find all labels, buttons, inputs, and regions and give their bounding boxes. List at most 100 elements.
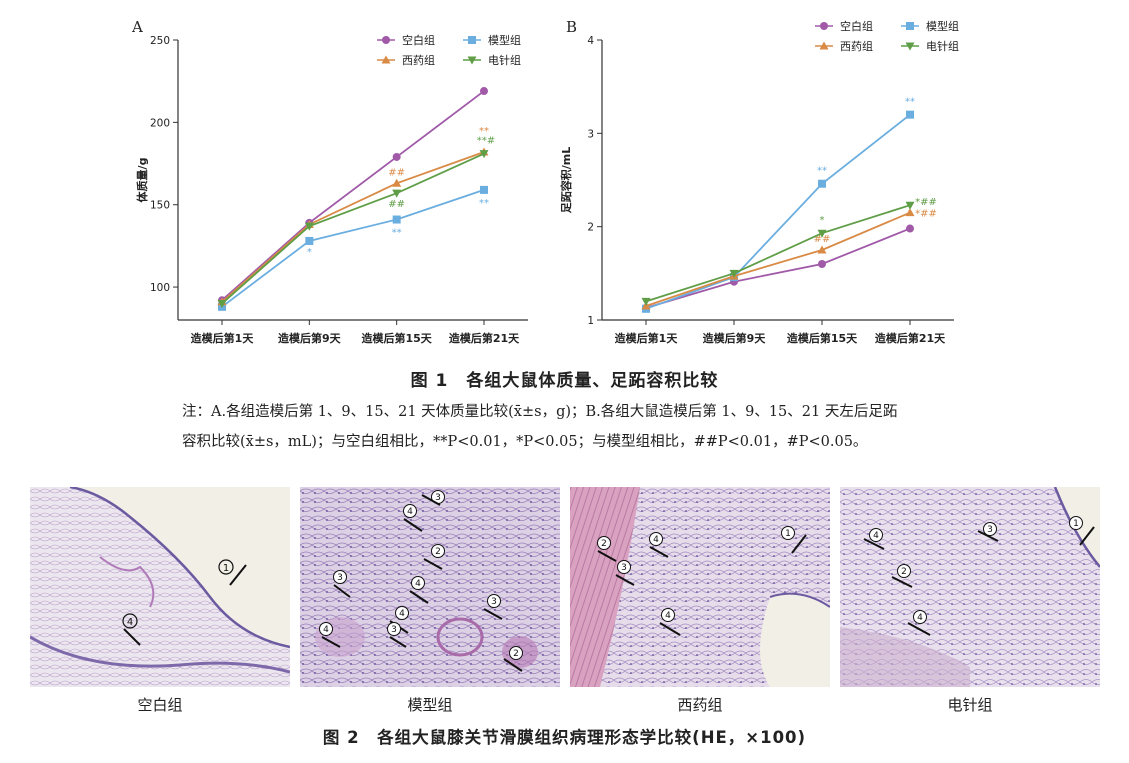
svg-text:1: 1: [223, 563, 229, 574]
significance-label-western: ##: [388, 167, 405, 178]
svg-text:4: 4: [399, 609, 405, 619]
significance-label-acupuncture: ##: [388, 199, 405, 210]
legend-label-western: 西药组: [840, 39, 873, 53]
svg-text:4: 4: [415, 579, 421, 589]
legend-label-model: 模型组: [488, 33, 521, 47]
legend-marker-acupuncture: [905, 42, 915, 51]
series-line-western: [221, 151, 485, 303]
y-axis-label: 体质量/g: [135, 158, 149, 203]
marker-4a: 4: [863, 528, 885, 550]
svg-text:2: 2: [513, 649, 519, 659]
data-point-acupuncture: [304, 222, 314, 231]
marker-2b: 2: [503, 646, 523, 672]
svg-text:1: 1: [785, 529, 791, 539]
svg-text:4: 4: [917, 613, 923, 623]
significance-label-western: *##: [915, 209, 937, 220]
x-tick-label: 造模后第1天: [191, 331, 255, 345]
svg-text:4: 4: [873, 531, 879, 541]
y-axis-label: 足跖容积/mL: [559, 147, 573, 214]
svg-text:3: 3: [435, 493, 441, 503]
data-point-acupuncture: [641, 297, 651, 306]
series-line-acupuncture: [645, 204, 911, 303]
marker-3a: 3: [421, 490, 445, 506]
y-tick-label: 200: [150, 117, 170, 129]
significance-label-model: *: [307, 247, 312, 258]
marker-3: 3: [977, 522, 999, 542]
histology-photo-acupuncture: 4 3 1 2 4: [840, 487, 1100, 687]
figure1-note-line2: 容积比较(x̄±s，mL)；与空白组相比，**P<0.01，*P<0.05；与模…: [182, 434, 868, 450]
data-point-acupuncture: [392, 189, 402, 198]
svg-text:3: 3: [987, 525, 993, 535]
svg-text:3: 3: [391, 625, 397, 635]
y-tick-label: 4: [587, 35, 594, 47]
x-tick-label: 造模后第9天: [278, 331, 342, 345]
data-point-model: [305, 236, 314, 245]
data-point-western: [392, 178, 402, 187]
photo-label-blank: 空白组: [137, 696, 183, 714]
series-line-acupuncture: [221, 152, 485, 305]
legend-label-acupuncture: 电针组: [926, 39, 959, 53]
data-point-acupuncture: [479, 150, 489, 159]
series-line-model: [645, 113, 911, 310]
legend-label-model: 模型组: [926, 19, 959, 33]
figure1-charts: A 100 150 200 250 造模后第1天 造模后第9天 造模后第15天 造模后第21天 体…: [118, 8, 978, 356]
legend-marker-model: [906, 22, 914, 30]
marker-4a: 4: [403, 504, 423, 532]
data-point-model: [818, 179, 826, 188]
marker-4a: 4: [649, 532, 669, 558]
svg-text:2: 2: [601, 539, 607, 549]
data-point-model: [906, 110, 914, 119]
histology-photo-blank: 1 4: [30, 487, 290, 687]
svg-text:4: 4: [127, 617, 133, 628]
significance-label-model: **: [817, 166, 827, 177]
svg-text:4: 4: [323, 625, 329, 635]
legend-label-blank: 空白组: [840, 19, 873, 33]
photo-label-acupuncture: 电针组: [947, 696, 993, 714]
svg-text:2: 2: [901, 567, 907, 577]
marker-2: 2: [597, 536, 617, 562]
legend-label-blank: 空白组: [402, 33, 435, 47]
legend-marker-western: [819, 41, 829, 50]
data-point-model: [480, 185, 488, 194]
x-tick-label: 造模后第21天: [449, 331, 520, 345]
legend-marker-model: [468, 36, 476, 44]
marker-3: 3: [615, 560, 635, 586]
marker-1: 1: [781, 526, 807, 554]
svg-text:4: 4: [407, 507, 413, 517]
svg-text:3: 3: [491, 597, 497, 607]
legend-marker-western: [381, 55, 391, 64]
y-tick-label: 150: [150, 200, 170, 212]
series-line-blank: [221, 90, 485, 301]
marker-3c: 3: [483, 594, 503, 620]
significance-label-acupuncture: *: [820, 215, 825, 226]
data-point-acupuncture: [729, 269, 739, 278]
significance-label-model: **: [479, 198, 489, 209]
legend-marker-acupuncture: [467, 56, 477, 65]
panel-letter: B: [566, 18, 577, 36]
x-tick-label: 造模后第21天: [875, 331, 946, 345]
marker-4d: 4: [319, 622, 341, 648]
legend-marker-blank: [820, 22, 828, 30]
significance-label-acupuncture: **#: [477, 136, 495, 147]
photo-label-western: 西药组: [677, 696, 723, 714]
marker-3d: 3: [387, 622, 407, 648]
marker-4b: 4: [409, 576, 429, 604]
data-point-western: [905, 208, 915, 217]
data-point-acupuncture: [217, 300, 227, 309]
x-tick-label: 造模后第9天: [703, 331, 767, 345]
series-line-blank: [645, 227, 911, 309]
svg-text:3: 3: [621, 563, 627, 573]
panel-letter: A: [131, 18, 143, 36]
series-line-model: [221, 189, 485, 308]
legend-label-acupuncture: 电针组: [488, 53, 521, 67]
marker-4b: 4: [907, 610, 931, 636]
marker-3b: 3: [333, 570, 351, 598]
data-point-blank: [818, 260, 826, 268]
histology-photo-western: 2 4 3 1 4: [570, 487, 830, 687]
data-point-model: [392, 215, 401, 224]
significance-label-western: **: [479, 126, 489, 137]
legend-marker-blank: [382, 36, 390, 44]
marker-4b: 4: [659, 608, 681, 636]
figure1-note-line1: 注：A.各组造模后第 1、9、15、21 天体质量比较(x̄±s，g)；B.各组…: [182, 404, 898, 420]
svg-text:4: 4: [653, 535, 659, 545]
